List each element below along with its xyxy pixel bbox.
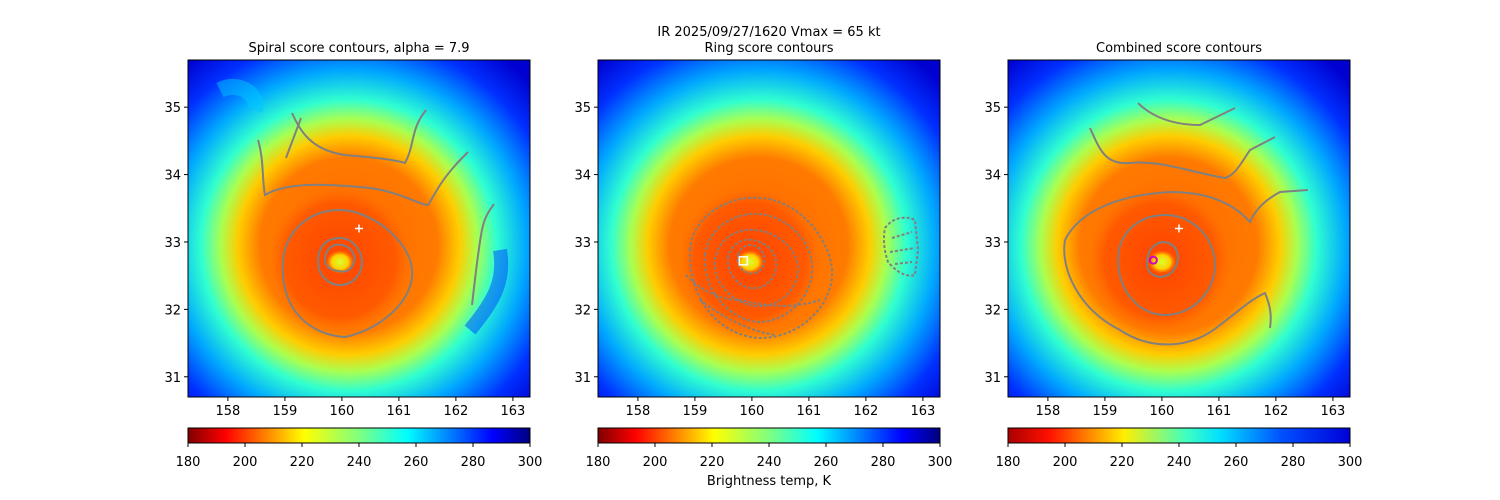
contours	[257, 109, 495, 339]
colorbar-label: Brightness temp, K	[707, 474, 832, 489]
x-tick-label: 158	[625, 404, 650, 419]
center-plus-marker	[1175, 224, 1183, 233]
x-tick-label: 161	[796, 404, 821, 419]
panel-title: Combined score contours	[1096, 41, 1262, 56]
colorbar-tick-label: 220	[700, 455, 725, 470]
panel-combined: Combined score contours 158 159 160 161 162 1…	[984, 41, 1362, 470]
colorbar: 180 200 220 240 260 280 300	[996, 427, 1363, 470]
y-tick-label: 34	[574, 169, 591, 184]
y-tick-label: 32	[574, 303, 591, 318]
y-axis: 31 32 33 34 35	[984, 101, 1008, 386]
y-tick-label: 33	[164, 236, 181, 251]
colorbar-tick-label: 280	[1281, 455, 1306, 470]
y-tick-label: 34	[164, 169, 181, 184]
plot-frame	[1007, 59, 1351, 398]
colorbar-tick-label: 300	[1338, 455, 1363, 470]
markers	[738, 256, 749, 266]
x-axis: 158 159 160 161 162 163	[1035, 397, 1345, 419]
y-tick-label: 32	[984, 303, 1001, 318]
y-tick-label: 35	[164, 101, 181, 116]
colorbar-tick-label: 240	[347, 455, 372, 470]
colorbar: 180 200 220 240 260 280 300	[586, 427, 953, 470]
x-tick-label: 163	[500, 404, 525, 419]
panel-title: Spiral score contours, alpha = 7.9	[248, 41, 469, 56]
y-tick-label: 31	[984, 371, 1001, 386]
markers	[355, 224, 363, 233]
colorbar-tick-label: 300	[928, 455, 953, 470]
colorbar: 180 200 220 240 260 280 300	[176, 427, 543, 470]
colorbar-tick-label: 200	[233, 455, 258, 470]
colorbar-tick-label: 200	[643, 455, 668, 470]
y-tick-label: 31	[574, 371, 591, 386]
colorbar-tick-label: 280	[461, 455, 486, 470]
center-square-marker	[738, 256, 749, 266]
ir-image	[188, 60, 530, 397]
colorbar-tick-label: 260	[1224, 455, 1249, 470]
x-tick-label: 161	[386, 404, 411, 419]
x-tick-label: 162	[443, 404, 468, 419]
x-tick-label: 161	[1206, 404, 1231, 419]
colorbar-tick-label: 180	[176, 455, 201, 470]
panel-title: Ring score contours	[704, 41, 833, 56]
x-tick-label: 159	[272, 404, 297, 419]
x-tick-label: 158	[215, 404, 240, 419]
x-tick-label: 162	[1263, 404, 1288, 419]
figure-suptitle: IR 2025/09/27/1620 Vmax = 65 kt	[657, 25, 880, 40]
y-tick-label: 35	[574, 101, 591, 116]
x-tick-label: 163	[910, 404, 935, 419]
x-axis: 158 159 160 161 162 163	[215, 397, 525, 419]
colorbar-tick-label: 300	[518, 455, 543, 470]
x-tick-label: 159	[682, 404, 707, 419]
y-axis: 31 32 33 34 35	[574, 101, 598, 386]
panel-ring: Ring score contours 158 159 160 161 162 163 3…	[574, 41, 952, 470]
y-tick-label: 35	[984, 101, 1001, 116]
panel-spiral: Spiral score contours, alpha = 7.9 158 15…	[164, 41, 542, 470]
y-tick-label: 33	[984, 236, 1001, 251]
colorbar-tick-label: 240	[757, 455, 782, 470]
colorbar-tick-label: 260	[404, 455, 429, 470]
colorbar-tick-label: 260	[814, 455, 839, 470]
x-tick-label: 160	[1149, 404, 1174, 419]
contours	[685, 196, 920, 340]
x-tick-label: 160	[739, 404, 764, 419]
colorbar-tick-label: 220	[290, 455, 315, 470]
colorbar-tick-label: 220	[1110, 455, 1135, 470]
markers	[1148, 224, 1183, 265]
plot-frame	[597, 59, 941, 398]
ir-image	[598, 60, 940, 397]
y-tick-label: 33	[574, 236, 591, 251]
x-tick-label: 162	[853, 404, 878, 419]
x-tick-label: 159	[1092, 404, 1117, 419]
colorbar-tick-label: 180	[996, 455, 1021, 470]
y-tick-label: 31	[164, 371, 181, 386]
colorbar-tick-label: 240	[1167, 455, 1192, 470]
x-tick-label: 160	[329, 404, 354, 419]
center-circle-marker	[1148, 255, 1158, 265]
x-axis: 158 159 160 161 162 163	[625, 397, 935, 419]
contours	[1063, 102, 1309, 346]
x-tick-label: 163	[1320, 404, 1345, 419]
y-axis: 31 32 33 34 35	[164, 101, 188, 386]
colorbar-tick-label: 200	[1053, 455, 1078, 470]
colorbar-tick-label: 180	[586, 455, 611, 470]
y-tick-label: 32	[164, 303, 181, 318]
colorbar-tick-label: 280	[871, 455, 896, 470]
center-plus-marker	[355, 224, 363, 233]
plot-frame	[187, 59, 531, 398]
y-tick-label: 34	[984, 169, 1001, 184]
x-tick-label: 158	[1035, 404, 1060, 419]
